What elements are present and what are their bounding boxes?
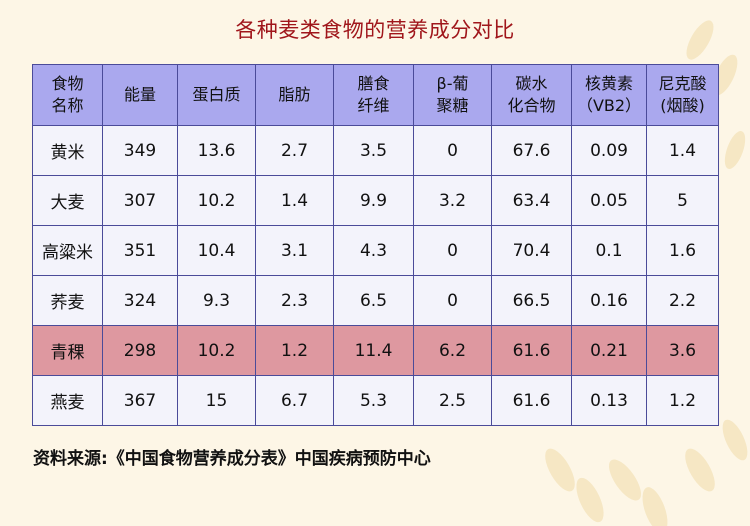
value-cell: 2.3 — [255, 275, 334, 326]
value-cell: 367 — [102, 375, 178, 426]
table-row: 燕麦 367 15 6.7 5.3 2.5 61.6 0.13 1.2 — [32, 375, 719, 426]
value-cell: 10.2 — [177, 175, 256, 226]
value-cell: 63.4 — [491, 175, 572, 226]
chart-title: 各种麦类食物的营养成分对比 — [235, 18, 515, 42]
table-row: 大麦 307 10.2 1.4 9.9 3.2 63.4 0.05 5 — [32, 175, 719, 226]
column-header: 膳食 纤维 — [333, 64, 414, 126]
value-cell: 0.09 — [571, 125, 647, 176]
value-cell: 0.05 — [571, 175, 647, 226]
value-cell: 1.2 — [646, 375, 719, 426]
food-name-cell: 高粱米 — [32, 225, 103, 276]
value-cell: 9.3 — [177, 275, 256, 326]
column-header: 食物 名称 — [32, 64, 103, 126]
value-cell: 4.3 — [333, 225, 414, 276]
column-header: 核黄素 （VB2） — [571, 64, 647, 126]
value-cell: 15 — [177, 375, 256, 426]
value-cell: 2.7 — [255, 125, 334, 176]
value-cell: 1.4 — [255, 175, 334, 226]
food-name-cell: 荞麦 — [32, 275, 103, 326]
value-cell: 324 — [102, 275, 178, 326]
header-row: 食物 名称 能量 蛋白质 脂肪 膳食 纤维 β-葡 聚糖 碳水 化合物 核黄素 （VB2） 尼克酸 (烟酸) — [32, 64, 719, 126]
nutrition-table: 食物 名称 能量 蛋白质 脂肪 膳食 纤维 β-葡 聚糖 碳水 化合物 核黄素 （VB2） 尼克酸 (烟酸)… — [32, 64, 719, 426]
value-cell: 1.2 — [255, 325, 334, 376]
food-name-cell: 大麦 — [32, 175, 103, 226]
value-cell: 0 — [413, 275, 492, 326]
value-cell: 298 — [102, 325, 178, 376]
value-cell: 0.1 — [571, 225, 647, 276]
food-name-cell: 黄米 — [32, 125, 103, 176]
column-header: 蛋白质 — [177, 64, 256, 126]
value-cell: 5.3 — [333, 375, 414, 426]
value-cell: 1.4 — [646, 125, 719, 176]
value-cell: 3.2 — [413, 175, 492, 226]
value-cell: 66.5 — [491, 275, 572, 326]
column-header: 碳水 化合物 — [491, 64, 572, 126]
value-cell: 11.4 — [333, 325, 414, 376]
value-cell: 67.6 — [491, 125, 572, 176]
table-row: 荞麦 324 9.3 2.3 6.5 0 66.5 0.16 2.2 — [32, 275, 719, 326]
value-cell: 10.4 — [177, 225, 256, 276]
value-cell: 6.5 — [333, 275, 414, 326]
value-cell: 2.2 — [646, 275, 719, 326]
column-header: β-葡 聚糖 — [413, 64, 492, 126]
column-header: 能量 — [102, 64, 178, 126]
value-cell: 61.6 — [491, 375, 572, 426]
value-cell: 61.6 — [491, 325, 572, 376]
value-cell: 5 — [646, 175, 719, 226]
source-note: 资料来源:《中国食物营养成分表》中国疾病预防中心 — [33, 449, 431, 469]
value-cell: 0.21 — [571, 325, 647, 376]
value-cell: 0.13 — [571, 375, 647, 426]
value-cell: 349 — [102, 125, 178, 176]
table-row: 高粱米 351 10.4 3.1 4.3 0 70.4 0.1 1.6 — [32, 225, 719, 276]
value-cell: 0 — [413, 225, 492, 276]
column-header: 脂肪 — [255, 64, 334, 126]
value-cell: 3.1 — [255, 225, 334, 276]
food-name-cell: 燕麦 — [32, 375, 103, 426]
value-cell: 2.5 — [413, 375, 492, 426]
value-cell: 351 — [102, 225, 178, 276]
value-cell: 6.7 — [255, 375, 334, 426]
value-cell: 0.16 — [571, 275, 647, 326]
value-cell: 13.6 — [177, 125, 256, 176]
value-cell: 1.6 — [646, 225, 719, 276]
value-cell: 307 — [102, 175, 178, 226]
value-cell: 6.2 — [413, 325, 492, 376]
value-cell: 10.2 — [177, 325, 256, 376]
value-cell: 3.5 — [333, 125, 414, 176]
food-name-cell: 青稞 — [32, 325, 103, 376]
value-cell: 3.6 — [646, 325, 719, 376]
value-cell: 9.9 — [333, 175, 414, 226]
value-cell: 0 — [413, 125, 492, 176]
table-row: 青稞 298 10.2 1.2 11.4 6.2 61.6 0.21 3.6 — [32, 325, 719, 376]
table-row: 黄米 349 13.6 2.7 3.5 0 67.6 0.09 1.4 — [32, 125, 719, 176]
column-header: 尼克酸 (烟酸) — [646, 64, 719, 126]
value-cell: 70.4 — [491, 225, 572, 276]
